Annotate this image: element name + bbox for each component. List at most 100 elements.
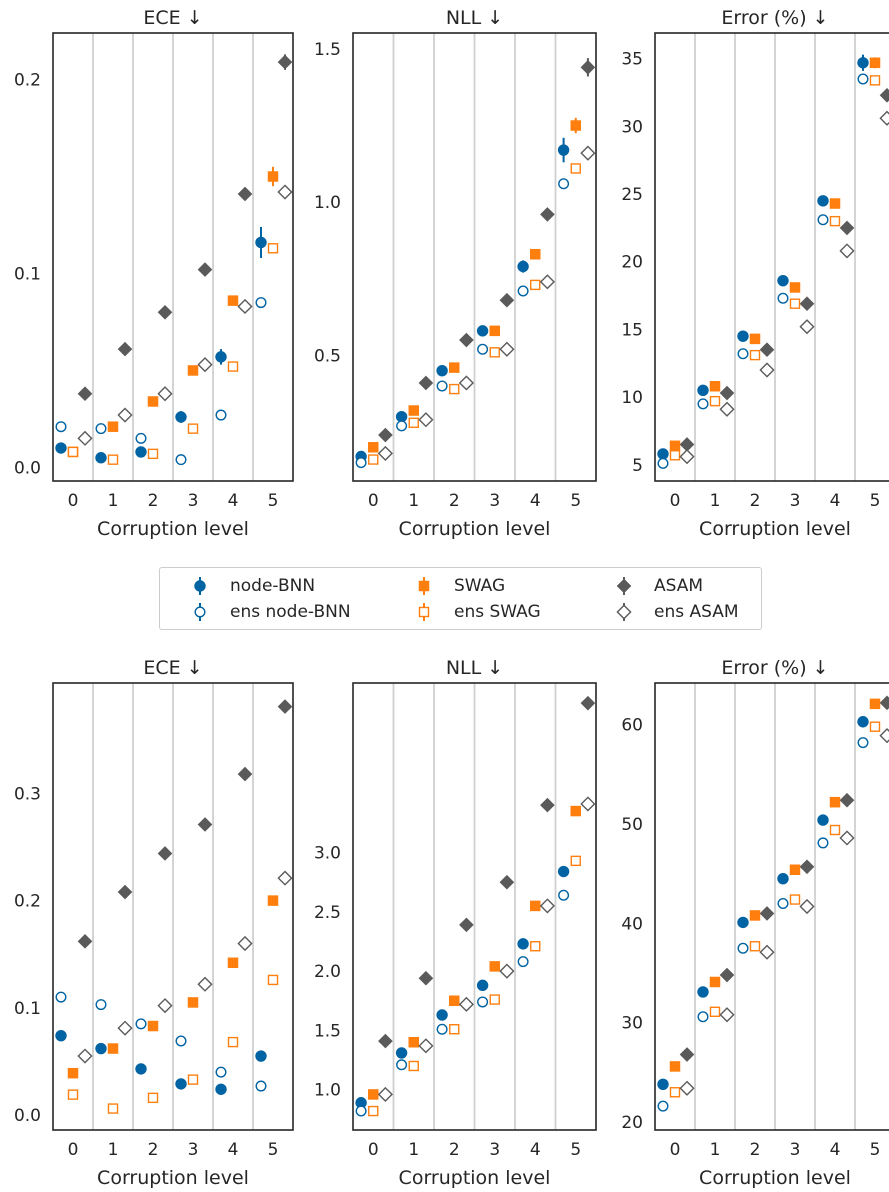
data-point bbox=[557, 144, 570, 156]
subplot-title: Error (%) ↓ bbox=[721, 7, 828, 29]
subplot-title: ECE ↓ bbox=[143, 657, 202, 679]
data-point bbox=[355, 457, 367, 469]
x-tick-label: 4 bbox=[530, 491, 541, 511]
data-point bbox=[817, 814, 829, 826]
x-tick-label: 0 bbox=[68, 491, 79, 511]
y-tick-label: 0.0 bbox=[14, 1106, 41, 1126]
data-point bbox=[580, 695, 596, 711]
x-tick-label: 3 bbox=[790, 491, 801, 511]
x-tick-label: 1 bbox=[108, 1140, 119, 1160]
x-axis-label: Corruption level bbox=[699, 518, 851, 540]
x-tick-label: 2 bbox=[750, 1140, 761, 1160]
y-tick-label: 0.3 bbox=[14, 784, 41, 804]
subplot-4: 0.0 0.1 0.2 0.3 0 1 2 3 4 5 Corruption level ECE ↓ bbox=[14, 657, 294, 1189]
data-point bbox=[857, 716, 869, 728]
data-point bbox=[355, 1105, 367, 1117]
data-point bbox=[187, 997, 199, 1008]
subplot-title: NLL ↓ bbox=[446, 7, 503, 29]
data-point bbox=[709, 1006, 721, 1017]
data-point bbox=[436, 1023, 448, 1035]
series-node-bnn bbox=[55, 1029, 267, 1095]
data-point bbox=[789, 282, 801, 293]
data-point bbox=[237, 766, 253, 782]
legend-label: node-BNN bbox=[230, 576, 316, 596]
data-point bbox=[570, 120, 581, 131]
x-tick-label: 2 bbox=[148, 491, 159, 511]
data-point bbox=[77, 1048, 93, 1064]
series-ens-asam bbox=[77, 184, 293, 446]
data-point bbox=[408, 1037, 419, 1048]
data-point bbox=[436, 364, 448, 377]
data-point bbox=[829, 198, 841, 209]
series-swag bbox=[669, 57, 881, 452]
data-point bbox=[117, 407, 133, 423]
data-point bbox=[368, 454, 379, 465]
data-point bbox=[368, 1105, 379, 1117]
x-tick-label: 5 bbox=[870, 1140, 881, 1160]
x-tick-label: 3 bbox=[489, 491, 500, 511]
data-point bbox=[67, 1067, 79, 1079]
data-point bbox=[459, 332, 474, 348]
series-swag bbox=[67, 895, 279, 1079]
data-point bbox=[570, 163, 581, 174]
data-point bbox=[530, 900, 541, 912]
data-point bbox=[187, 365, 199, 376]
series-swag bbox=[368, 805, 581, 1100]
data-point bbox=[227, 957, 239, 969]
data-point bbox=[117, 884, 133, 900]
data-point bbox=[107, 1043, 119, 1054]
data-point bbox=[67, 446, 79, 458]
y-tick-label: 3.0 bbox=[314, 844, 341, 864]
data-point bbox=[777, 898, 789, 910]
x-tick-label: 4 bbox=[830, 1140, 841, 1160]
data-point bbox=[759, 342, 775, 358]
x-tick-label: 0 bbox=[670, 1140, 681, 1160]
data-point bbox=[857, 57, 869, 69]
y-tick-label: 1.5 bbox=[314, 1021, 341, 1041]
data-point bbox=[197, 817, 213, 832]
x-tick-label: 2 bbox=[148, 1140, 159, 1160]
data-point bbox=[368, 442, 379, 453]
data-point bbox=[839, 792, 855, 808]
data-point bbox=[737, 348, 749, 360]
series-node-bnn bbox=[355, 137, 570, 463]
data-point bbox=[55, 991, 67, 1003]
data-point bbox=[879, 110, 889, 126]
data-point bbox=[857, 737, 869, 749]
data-point bbox=[777, 292, 789, 304]
data-point bbox=[418, 375, 434, 391]
data-point bbox=[679, 1047, 695, 1062]
data-point bbox=[657, 457, 669, 469]
data-point bbox=[829, 796, 841, 808]
y-tick-label: 60 bbox=[621, 716, 643, 736]
legend-label: ens ASAM bbox=[654, 602, 739, 622]
data-point bbox=[879, 695, 889, 711]
subplot-3: 5 10 15 20 25 30 35 0 1 2 3 4 5 Corruption level Error… bbox=[621, 7, 889, 540]
y-tick-label: 0.2 bbox=[14, 892, 41, 912]
data-point bbox=[737, 942, 749, 954]
data-point bbox=[277, 54, 293, 70]
data-point bbox=[459, 917, 474, 933]
plot-frame bbox=[52, 32, 294, 482]
data-point bbox=[857, 73, 869, 85]
plot-frame bbox=[352, 32, 597, 482]
y-tick-label: 30 bbox=[621, 1014, 643, 1034]
data-point bbox=[679, 449, 695, 465]
series-ens-asam bbox=[77, 870, 293, 1064]
data-point bbox=[255, 1050, 267, 1062]
series-asam bbox=[77, 699, 293, 949]
data-point bbox=[817, 214, 829, 226]
series-ens-swag bbox=[669, 75, 881, 461]
data-point bbox=[197, 976, 213, 992]
x-tick-label: 0 bbox=[670, 491, 681, 511]
data-point bbox=[669, 1087, 681, 1098]
data-point bbox=[669, 440, 681, 452]
legend-marker-asam bbox=[616, 577, 632, 595]
series-node-bnn bbox=[55, 226, 267, 464]
data-point bbox=[117, 341, 133, 357]
data-point bbox=[517, 285, 529, 297]
data-point bbox=[255, 236, 267, 249]
data-point bbox=[499, 874, 515, 890]
data-point bbox=[107, 454, 119, 465]
data-point bbox=[869, 75, 881, 86]
